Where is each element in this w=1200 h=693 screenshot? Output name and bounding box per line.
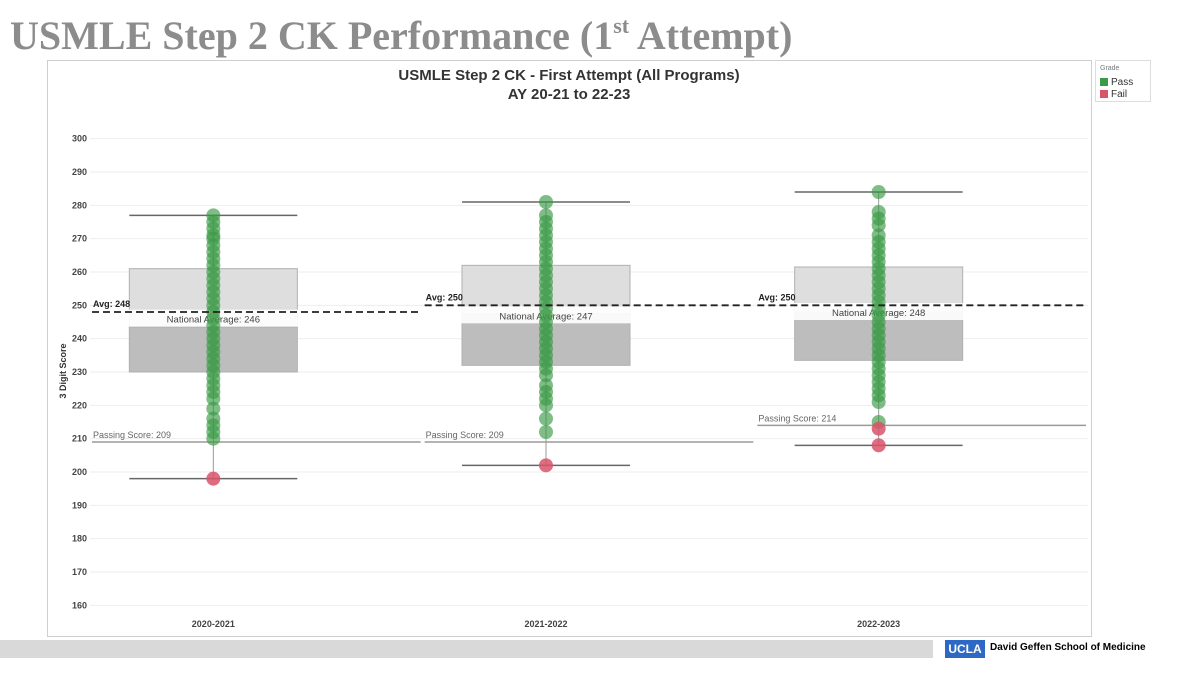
y-tick-label: 240 bbox=[72, 334, 87, 344]
ucla-logo: UCLA bbox=[945, 640, 985, 658]
footer-bar bbox=[0, 640, 933, 658]
pass-score-point bbox=[539, 368, 553, 383]
y-tick-label: 260 bbox=[72, 267, 87, 277]
chart-title: USMLE Step 2 CK - First Attempt (All Pro… bbox=[398, 67, 739, 84]
y-tick-label: 200 bbox=[72, 467, 87, 477]
x-category-label: 2021-2022 bbox=[524, 619, 567, 629]
pass-score-point bbox=[206, 401, 221, 416]
y-tick-label: 170 bbox=[72, 567, 87, 577]
fail-score-point bbox=[539, 458, 553, 473]
fail-score-point bbox=[871, 438, 886, 453]
y-tick-label: 220 bbox=[72, 400, 87, 410]
fail-score-point bbox=[871, 421, 886, 436]
legend-item-pass: Pass bbox=[1100, 76, 1134, 88]
pass-score-point bbox=[539, 411, 553, 426]
x-category-label: 2020-2021 bbox=[192, 619, 235, 629]
y-tick-label: 290 bbox=[72, 167, 87, 177]
legend-label-fail: Fail bbox=[1111, 88, 1128, 100]
average-label: Avg: 250 bbox=[426, 292, 463, 302]
plot-area: 160 170 180 190 200 210 220 230 240 250 260 270 280 2… bbox=[72, 134, 1088, 629]
fail-score-point bbox=[206, 471, 221, 486]
chart-frame: USMLE Step 2 CK - First Attempt (All Pro… bbox=[47, 60, 1092, 637]
y-tick-label: 190 bbox=[72, 500, 87, 510]
legend-item-fail: Fail bbox=[1100, 88, 1128, 100]
y-axis-label: 3 Digit Score bbox=[58, 343, 68, 398]
legend: Grade Pass Fail bbox=[1095, 60, 1151, 102]
y-tick-label: 270 bbox=[72, 234, 87, 244]
pass-score-point bbox=[206, 431, 221, 446]
x-category-label: 2022-2023 bbox=[857, 619, 900, 629]
pass-score-point bbox=[206, 391, 221, 406]
y-tick-label: 160 bbox=[72, 600, 87, 610]
pass-score-point bbox=[539, 195, 553, 209]
average-label: Avg: 248 bbox=[93, 299, 130, 309]
pass-score-point bbox=[871, 185, 886, 199]
y-tick-label: 280 bbox=[72, 200, 87, 210]
chart-subtitle: AY 20-21 to 22-23 bbox=[508, 86, 631, 103]
legend-label-pass: Pass bbox=[1111, 76, 1134, 88]
pass-score-point bbox=[871, 395, 886, 409]
y-tick-label: 300 bbox=[72, 134, 87, 144]
passing-score-label: Passing Score: 214 bbox=[758, 413, 836, 423]
passing-score-label: Passing Score: 209 bbox=[426, 430, 504, 440]
y-tick-label: 230 bbox=[72, 367, 87, 377]
y-tick-label: 180 bbox=[72, 534, 87, 544]
average-label: Avg: 250 bbox=[758, 292, 795, 302]
pass-score-point bbox=[539, 398, 553, 413]
fail-swatch-icon bbox=[1100, 90, 1108, 98]
passing-score-label: Passing Score: 209 bbox=[93, 430, 171, 440]
pass-swatch-icon bbox=[1100, 78, 1108, 86]
y-tick-label: 210 bbox=[72, 434, 87, 444]
pass-score-point bbox=[539, 425, 553, 439]
pass-score-point bbox=[871, 218, 886, 233]
y-tick-label: 250 bbox=[72, 300, 87, 310]
slide-title: USMLE Step 2 CK Performance (1st Attempt… bbox=[10, 13, 793, 58]
legend-title: Grade bbox=[1100, 65, 1120, 72]
school-name: David Geffen School of Medicine bbox=[990, 642, 1146, 653]
box-plot-chart: USMLE Step 2 CK - First Attempt (All Pro… bbox=[58, 67, 1088, 629]
